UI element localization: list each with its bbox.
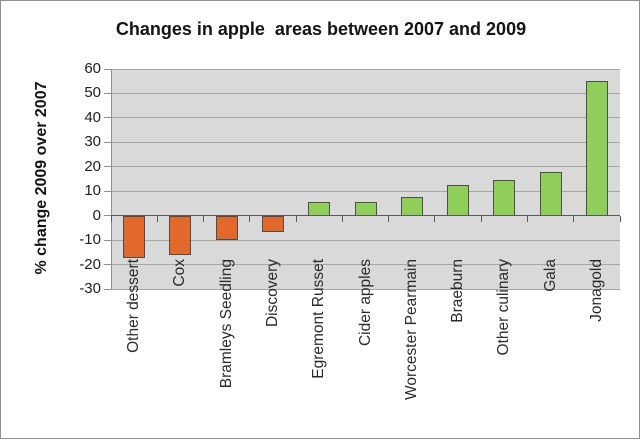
gridline [111, 141, 620, 143]
x-axis-tick [573, 215, 575, 222]
y-tick-label: 60 [84, 60, 101, 77]
y-tick-label: -20 [79, 255, 101, 273]
y-tick-label: 20 [84, 157, 101, 175]
bar-worcester-pearmain [400, 197, 423, 216]
bar-other-dessert [123, 215, 146, 259]
y-axis-tick [104, 166, 111, 168]
chart-title: Changes in apple areas between 2007 and … [115, 19, 527, 39]
bar-braeburn [447, 185, 470, 216]
gridline [111, 117, 620, 119]
x-axis-tick [341, 215, 343, 222]
y-tick-label: 30 [84, 133, 101, 151]
category-label: Braeburn [449, 259, 467, 323]
y-axis-tick [104, 92, 111, 94]
category-label: Worcester Pearmain [402, 259, 420, 400]
y-axis-tick [104, 117, 111, 119]
category-label: Bramleys Seedling [217, 259, 235, 389]
zero-axis-line [111, 215, 620, 217]
y-axis-tick [104, 68, 111, 70]
bar-other-culinary [493, 180, 516, 216]
bar-discovery [261, 215, 284, 232]
x-axis-tick [434, 215, 436, 222]
gridline [111, 264, 620, 266]
x-axis-tick [203, 215, 205, 222]
bar-jonagold [585, 81, 608, 216]
y-axis-tick [104, 215, 111, 217]
x-axis-tick [249, 215, 251, 222]
bar-gala [539, 171, 562, 216]
y-tick-label: 10 [84, 182, 101, 200]
y-axis-tick [104, 239, 111, 241]
bar-cider-apples [354, 202, 377, 216]
category-label: Discovery [263, 259, 281, 328]
x-axis-tick [619, 215, 621, 222]
bar-egremont-russet [308, 202, 331, 216]
category-label: Egremont Russet [310, 259, 328, 379]
y-tick-label: -10 [79, 231, 101, 249]
bar-cox [169, 215, 192, 255]
y-axis-tick [104, 288, 111, 290]
y-axis-tick [104, 190, 111, 192]
category-label: Cider apples [356, 259, 374, 347]
y-tick-label: 0 [92, 206, 101, 224]
y-axis-title: % change 2009 over 2007 [33, 81, 50, 275]
y-tick-label: -30 [79, 280, 101, 297]
gridline [111, 166, 620, 168]
x-axis-tick [156, 215, 158, 222]
x-axis-tick [480, 215, 482, 222]
y-axis-tick [104, 264, 111, 266]
gridline [111, 288, 620, 290]
category-label: Cox [171, 259, 189, 287]
category-label: Other dessert [125, 259, 143, 353]
category-label: Other culinary [495, 259, 513, 356]
y-axis-tick [104, 141, 111, 143]
x-axis-tick [388, 215, 390, 222]
y-axis-line [111, 69, 112, 289]
x-axis-tick [110, 215, 112, 222]
x-axis-tick [295, 215, 297, 222]
y-tick-label: 50 [84, 84, 101, 102]
gridline [111, 239, 620, 241]
bar-bramleys-seedling [215, 215, 238, 241]
category-label: Gala [541, 259, 559, 292]
category-label: Jonagold [587, 259, 605, 322]
y-tick-label: 40 [84, 108, 101, 126]
gridline [111, 92, 620, 94]
gridline [111, 68, 620, 70]
x-axis-tick [526, 215, 528, 222]
plot-background [111, 69, 620, 289]
gridline [111, 190, 620, 192]
